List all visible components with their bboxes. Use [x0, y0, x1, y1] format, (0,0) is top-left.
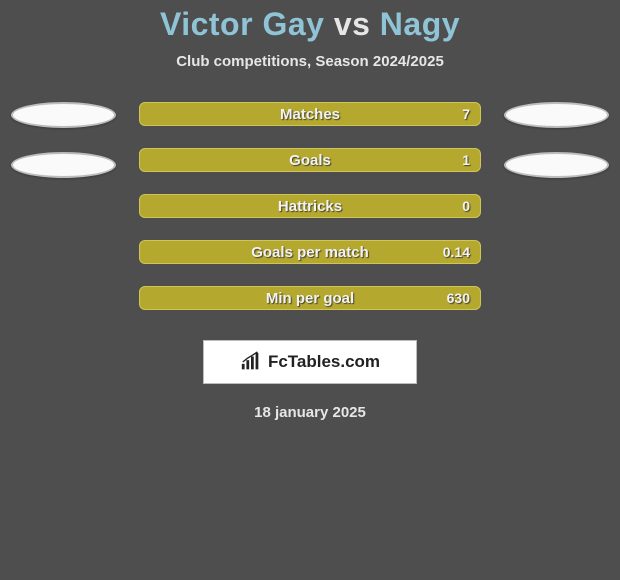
stats-area: Matches 7 Goals 1 Hattricks 0 Goals per …: [0, 102, 620, 310]
stat-value: 0: [462, 198, 470, 214]
title-vs: vs: [334, 6, 371, 42]
stat-value: 1: [462, 152, 470, 168]
stat-row-goals: Goals 1: [139, 148, 481, 172]
stat-label: Hattricks: [278, 198, 342, 215]
stat-row-matches: Matches 7: [139, 102, 481, 126]
player2-badge-placeholder: [504, 152, 609, 178]
stat-bars: Matches 7 Goals 1 Hattricks 0 Goals per …: [139, 102, 481, 310]
page-title: Victor Gay vs Nagy: [0, 6, 620, 43]
stat-value: 0.14: [443, 244, 470, 260]
player1-badge-column: [11, 102, 121, 178]
player1-badge-placeholder: [11, 102, 116, 128]
title-player2: Nagy: [380, 6, 460, 42]
subtitle: Club competitions, Season 2024/2025: [0, 53, 620, 70]
stat-row-min-per-goal: Min per goal 630: [139, 286, 481, 310]
footer-date: 18 january 2025: [0, 404, 620, 421]
title-player1: Victor Gay: [160, 6, 324, 42]
stat-value: 7: [462, 106, 470, 122]
page-container: Victor Gay vs Nagy Club competitions, Se…: [0, 0, 620, 421]
player2-badge-column: [499, 102, 609, 178]
source-logo: FcTables.com: [203, 340, 417, 384]
player1-badge-placeholder: [11, 152, 116, 178]
barchart-icon: [240, 351, 262, 373]
stat-label: Min per goal: [266, 290, 354, 307]
stat-row-hattricks: Hattricks 0: [139, 194, 481, 218]
stat-label: Goals per match: [251, 244, 369, 261]
player2-badge-placeholder: [504, 102, 609, 128]
stat-label: Matches: [280, 106, 340, 123]
stat-row-goals-per-match: Goals per match 0.14: [139, 240, 481, 264]
stat-value: 630: [447, 290, 470, 306]
source-logo-text: FcTables.com: [268, 352, 380, 372]
stat-label: Goals: [289, 152, 331, 169]
